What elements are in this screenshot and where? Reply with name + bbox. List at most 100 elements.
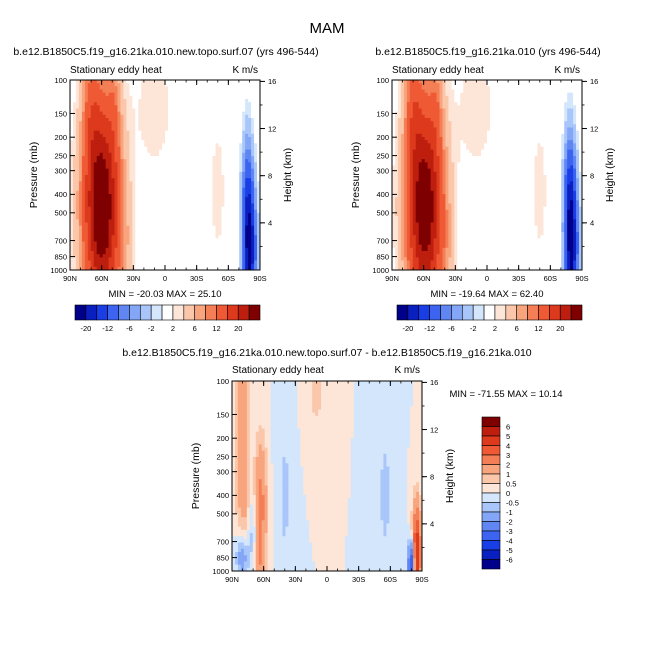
contour-cell <box>90 251 95 255</box>
contour-cell <box>72 175 77 179</box>
contour-cell <box>254 165 258 170</box>
contour-cell <box>239 187 243 192</box>
contour-cell <box>75 213 80 217</box>
contour-cell <box>84 80 89 84</box>
contour-cell <box>245 181 249 185</box>
contour-cell <box>224 266 228 271</box>
contour-cell <box>430 108 434 113</box>
contour-cell <box>105 219 109 223</box>
contour-cell <box>564 89 568 94</box>
contour-cell <box>185 175 190 179</box>
contour-cell <box>215 263 219 268</box>
contour-cell <box>227 200 231 204</box>
contour-cell <box>421 86 426 90</box>
contour-cell <box>96 124 101 128</box>
contour-cell <box>403 114 408 119</box>
contour-cell <box>492 105 497 109</box>
contour-cell <box>472 118 476 122</box>
contour-cell <box>498 89 503 94</box>
contour-cell <box>78 254 83 258</box>
contour-cell <box>221 171 225 176</box>
contour-cell <box>90 175 95 179</box>
contour-cell <box>525 83 529 87</box>
contour-cell <box>150 260 154 265</box>
contour-cell <box>188 266 193 271</box>
contour-cell <box>132 102 136 106</box>
contour-cell <box>176 127 181 132</box>
contour-cell <box>179 178 184 182</box>
contour-cell <box>81 83 86 87</box>
contour-cell <box>173 118 178 122</box>
contour-cell <box>513 92 518 97</box>
contour-cell <box>87 149 92 154</box>
contour-cell <box>215 222 219 227</box>
contour-cell <box>108 168 112 173</box>
contour-cell <box>117 222 121 227</box>
contour-cell <box>90 165 95 170</box>
contour-cell <box>492 95 497 100</box>
contour-cell <box>138 165 142 170</box>
contour-cell <box>415 124 420 128</box>
contour-cell <box>138 235 142 239</box>
contour-cell <box>552 89 556 94</box>
contour-cell <box>254 190 258 195</box>
contour-cell <box>194 241 199 246</box>
contour-cell <box>245 209 249 214</box>
contour-cell <box>215 137 219 141</box>
contour-cell <box>170 235 175 239</box>
contour-cell <box>173 213 178 217</box>
contour-cell <box>162 232 166 236</box>
contour-cell <box>111 175 115 179</box>
contour-cell <box>70 152 74 157</box>
contour-cell <box>239 254 243 258</box>
contour-cell <box>84 156 89 160</box>
contour-cell <box>182 137 187 141</box>
contour-cell <box>215 206 219 211</box>
contour-cell <box>528 118 532 122</box>
contour-cell <box>188 171 193 176</box>
contour-cell <box>111 86 115 90</box>
contour-cell <box>70 108 74 113</box>
contour-cell <box>236 127 240 132</box>
contour-cell <box>230 143 234 147</box>
contour-cell <box>70 143 74 147</box>
contour-cell <box>99 175 104 179</box>
contour-cell <box>75 254 80 258</box>
contour-cell <box>245 152 249 157</box>
contour-cell <box>105 175 109 179</box>
contour-cell <box>135 114 139 119</box>
contour-cell <box>75 159 80 163</box>
contour-cell <box>245 168 249 173</box>
contour-cell <box>117 219 121 223</box>
contour-cell <box>105 121 109 125</box>
contour-cell <box>135 241 139 246</box>
contour-cell <box>251 206 255 211</box>
contour-cell <box>159 140 163 144</box>
contour-cell <box>245 95 249 100</box>
contour-cell <box>254 184 258 189</box>
contour-cell <box>194 159 199 163</box>
contour-cell <box>120 140 124 144</box>
contour-cell <box>230 209 234 214</box>
contour-cell <box>487 127 491 132</box>
contour-cell <box>90 95 95 100</box>
contour-cell <box>117 92 121 97</box>
contour-cell <box>191 263 196 268</box>
contour-cell <box>242 149 246 154</box>
contour-cell <box>236 203 240 208</box>
contour-cell <box>111 194 115 198</box>
contour-cell <box>513 99 518 103</box>
contour-cell <box>138 137 142 141</box>
contour-cell <box>251 162 255 166</box>
contour-cell <box>531 124 535 128</box>
contour-cell <box>212 200 216 204</box>
contour-cell <box>138 146 142 151</box>
contour-cell <box>257 140 261 144</box>
contour-cell <box>394 92 399 97</box>
contour-cell <box>469 124 473 128</box>
contour-cell <box>162 241 166 246</box>
contour-cell <box>165 92 169 97</box>
contour-cell <box>221 102 225 106</box>
contour-cell <box>215 187 219 192</box>
contour-cell <box>117 130 121 135</box>
